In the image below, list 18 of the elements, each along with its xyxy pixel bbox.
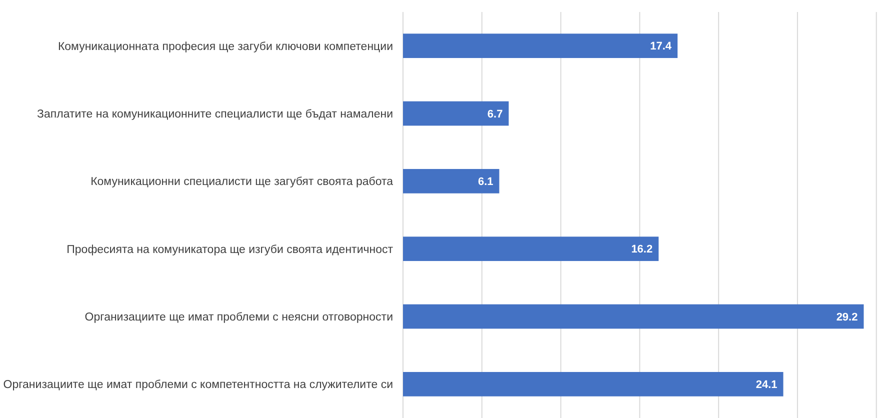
y-tick-label: Организациите ще имат проблеми с компетентността на служителите си [3,379,393,392]
data-label: 24.1 [756,379,778,392]
y-tick-label: Комуникационни специалисти ще загубят своята работа [90,176,394,188]
bar [403,34,678,58]
data-label: 16.2 [631,244,653,256]
data-label: 6.1 [478,176,494,188]
bar [403,372,784,396]
bar [403,101,509,126]
y-tick-label: Професията на комуникатора ще изгуби своята идентичност [66,244,394,256]
data-label: 29.2 [836,311,858,324]
y-tick-label: Организациите ще имат проблеми с неясни отговорности [84,312,393,324]
data-label: 6.7 [487,108,503,120]
bar [403,304,864,329]
bar [403,236,659,262]
data-label: 17.4 [650,40,672,53]
y-tick-label: Заплатите на комуникационните специалисти ще бъдат намалени [37,108,393,121]
y-tick-label: Комуникационната професия ще загуби ключови компетенции [58,40,393,53]
bar [403,168,500,194]
